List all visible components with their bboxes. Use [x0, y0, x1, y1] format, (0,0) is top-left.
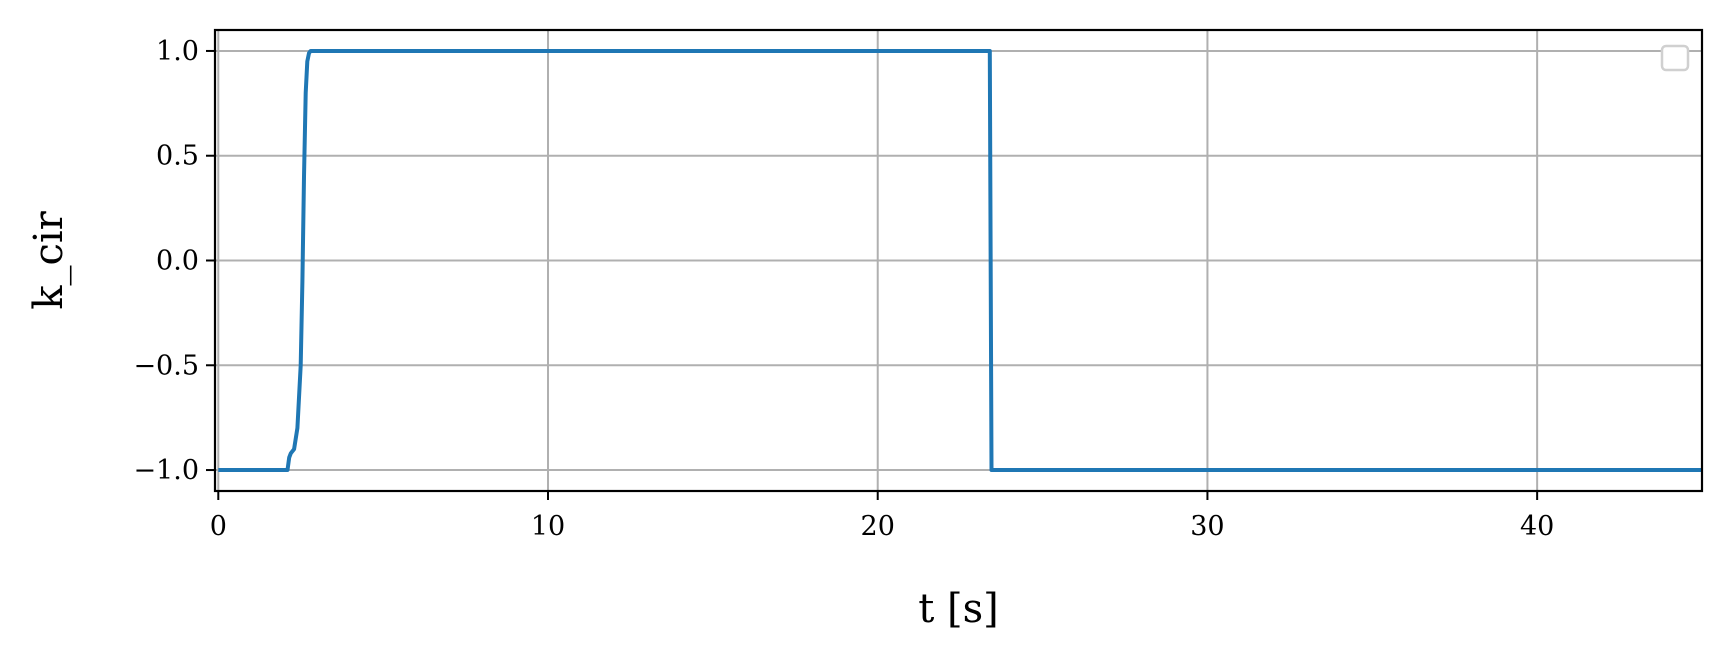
x-axis-label: t [s] [918, 586, 999, 632]
series-line [218, 49, 1702, 472]
legend-box [1660, 44, 1690, 72]
x-tick-label: 30 [1190, 511, 1224, 542]
y-axis-label: k_cir [26, 210, 72, 309]
tick-layer: 0 10 20 30 40 1.0 0.5 0.0 −0.5 −1.0 [133, 36, 1554, 542]
y-tick-label: −1.0 [133, 455, 199, 486]
x-tick-label: 0 [210, 511, 227, 542]
x-tick-label: 40 [1520, 511, 1554, 542]
grid [215, 30, 1702, 491]
y-tick-label: −0.5 [133, 350, 199, 381]
y-tick-label: 0.0 [156, 246, 199, 277]
y-tick-label: 0.5 [156, 141, 199, 172]
series-layer [218, 49, 1702, 472]
x-tick-label: 20 [861, 511, 895, 542]
x-tick-label: 10 [531, 511, 565, 542]
y-tick-label: 1.0 [156, 36, 199, 67]
